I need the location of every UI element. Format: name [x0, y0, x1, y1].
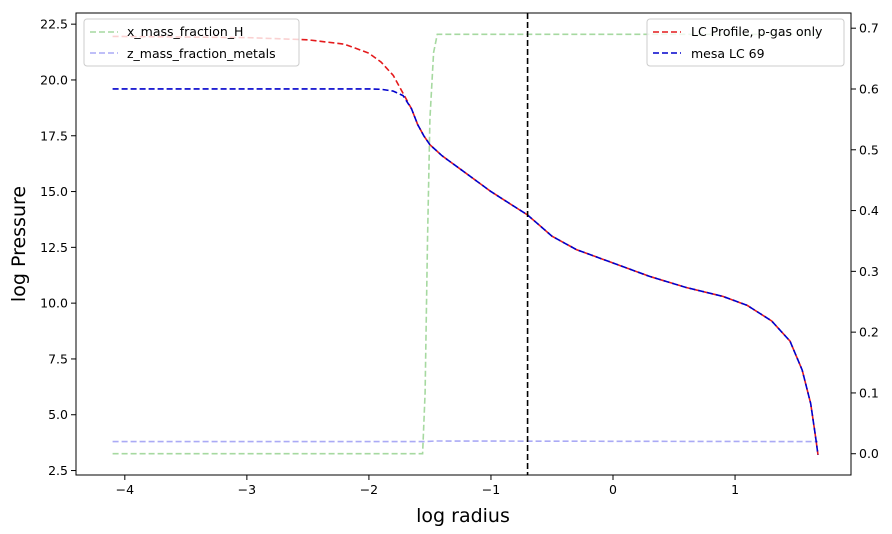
- y-axis-label: log Pressure: [8, 186, 30, 302]
- x-tick-label: −4: [116, 482, 134, 497]
- series-line-mesa-lc-69: [112, 88, 819, 456]
- x-tick-label: −3: [238, 482, 256, 497]
- y-tick-label: 12.5: [40, 240, 68, 255]
- x-tick-label: 1: [731, 482, 739, 497]
- y2-tick-label: 0.2: [859, 325, 879, 340]
- x-tick: 0: [609, 475, 617, 497]
- y2-tick: 0.5: [851, 142, 879, 157]
- legend-label-mesa-lc: mesa LC 69: [691, 46, 765, 61]
- y-tick-label: 10.0: [40, 296, 68, 311]
- y-tick-label: 20.0: [40, 72, 68, 87]
- y2-tick: 0.2: [851, 325, 879, 340]
- legend-label-x-mass-fraction: x_mass_fraction_H: [127, 24, 243, 39]
- y-tick-label: 2.5: [48, 463, 68, 478]
- plot-frame: [75, 12, 852, 476]
- y-axis-left: 2.5 5.0 7.5 10.0 12.5 15.0 17.5 20.0 22.5: [40, 17, 76, 478]
- y2-tick-label: 0.7: [859, 21, 879, 36]
- x-tick: −2: [360, 475, 378, 497]
- y2-tick-label: 0.3: [859, 264, 879, 279]
- x-tick: −3: [238, 475, 256, 497]
- series-line-lc-profile-p-gas-only: [112, 35, 819, 456]
- x-tick-label: −1: [482, 482, 500, 497]
- legend-label-lc-profile: LC Profile, p-gas only: [691, 24, 823, 39]
- y2-tick: 0.1: [851, 385, 879, 400]
- y-tick: 5.0: [48, 407, 76, 422]
- y2-tick-label: 0.4: [859, 203, 879, 218]
- y2-tick: 0.3: [851, 264, 879, 279]
- x-tick: −4: [116, 475, 134, 497]
- y-tick: 22.5: [40, 17, 76, 32]
- y-tick-label: 15.0: [40, 184, 68, 199]
- x-axis: −4 −3 −2 −1 0 1: [116, 475, 739, 497]
- x-axis-label: log radius: [416, 505, 510, 527]
- y-tick: 7.5: [48, 351, 76, 366]
- y-tick: 2.5: [48, 463, 76, 478]
- legend-right: LC Profile, p-gas only mesa LC 69: [646, 18, 845, 67]
- x-tick: 1: [731, 475, 739, 497]
- y-tick-label: 7.5: [48, 351, 68, 366]
- y-tick: 20.0: [40, 72, 76, 87]
- y2-tick-label: 0.1: [859, 385, 879, 400]
- legend-left-box: [83, 18, 300, 67]
- y-tick: 10.0: [40, 296, 76, 311]
- x-tick-label: −2: [360, 482, 378, 497]
- y2-tick: 0.4: [851, 203, 879, 218]
- y2-tick: 0.7: [851, 21, 879, 36]
- y2-tick: 0.6: [851, 81, 879, 96]
- y2-tick: 0.0: [851, 446, 879, 461]
- plot-lines: [112, 13, 819, 475]
- y-tick-label: 5.0: [48, 407, 68, 422]
- legend-right-box: [646, 18, 845, 67]
- y-tick: 17.5: [40, 128, 76, 143]
- y-tick: 15.0: [40, 184, 76, 199]
- y-tick-label: 22.5: [40, 17, 68, 32]
- x-tick: −1: [482, 475, 500, 497]
- y-axis-right: 0.0 0.1 0.2 0.3 0.4 0.5 0.6 0.7: [851, 21, 879, 461]
- legend-left: x_mass_fraction_H z_mass_fraction_metals: [83, 18, 300, 67]
- series-line-x-mass-fraction-h: [112, 33, 818, 455]
- x-tick-label: 0: [609, 482, 617, 497]
- y2-tick-label: 0.0: [859, 446, 879, 461]
- series-line-z-mass-fraction-metals: [112, 440, 819, 443]
- y-tick: 12.5: [40, 240, 76, 255]
- y2-tick-label: 0.5: [859, 142, 879, 157]
- y2-tick-label: 0.6: [859, 81, 879, 96]
- y-tick-label: 17.5: [40, 128, 68, 143]
- legend-label-z-mass-fraction: z_mass_fraction_metals: [127, 46, 276, 61]
